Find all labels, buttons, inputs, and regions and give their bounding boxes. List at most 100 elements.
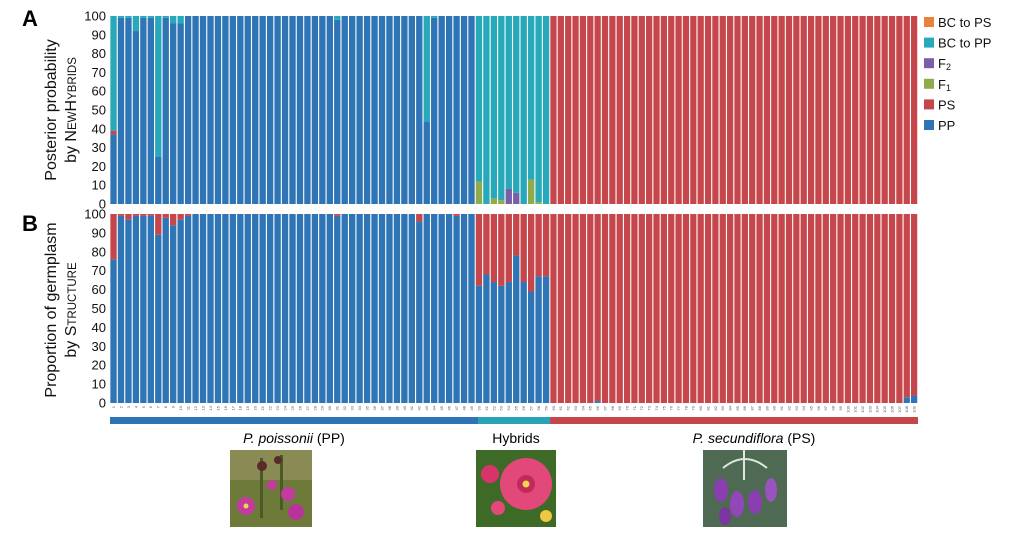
bar-segment [475, 181, 483, 204]
bar-segment [623, 214, 631, 403]
x-tick-label: 26 [297, 405, 302, 410]
y-tick-label: 80 [92, 46, 106, 61]
bar-segment [815, 16, 822, 204]
x-tick-label: 91 [779, 405, 784, 410]
bar-segment [763, 214, 771, 403]
bar-segment [423, 214, 430, 403]
bar-segment [199, 16, 207, 204]
bar-segment [408, 214, 416, 403]
bar-segment [653, 16, 660, 204]
x-tick-label: 70 [624, 405, 629, 410]
bar-segment [304, 16, 311, 204]
bar-segment [734, 16, 741, 204]
x-tick-label: 82 [713, 405, 718, 410]
bar-segment [785, 214, 793, 403]
bar-segment [542, 276, 550, 403]
bar-segment [490, 282, 498, 403]
x-tick-label: 40 [402, 405, 407, 410]
bar-segment [334, 16, 341, 20]
bar-segment [631, 214, 638, 403]
bar-segment [311, 16, 319, 204]
y-tick-label: 80 [92, 244, 106, 259]
bar-segment [527, 214, 535, 292]
bar-segment [266, 214, 274, 403]
bar-segment [579, 214, 587, 403]
bar-segment [756, 16, 763, 204]
bar-segment [162, 217, 169, 403]
bar-segment [460, 214, 468, 403]
bar-segment [800, 214, 807, 403]
bar-segment [140, 214, 147, 216]
bar-segment [572, 214, 579, 403]
panel-label-a: A [22, 6, 38, 31]
legend-swatch [924, 120, 934, 130]
bar-segment [527, 179, 535, 204]
x-tick-label: 27 [305, 405, 310, 410]
bar-segment [386, 16, 393, 204]
x-tick-label: 8 [163, 405, 168, 408]
panel-label-b: B [22, 211, 38, 236]
bar-segment [859, 16, 866, 204]
bar-segment [155, 214, 162, 235]
bar-segment [393, 16, 401, 204]
bar-segment [162, 16, 169, 18]
bar-segment [542, 214, 550, 277]
bar-segment [184, 16, 192, 204]
bar-segment [660, 16, 668, 204]
bar-segment [117, 214, 125, 216]
y-ticks-b: 0 10 20 30 40 50 60 70 80 90 100 [84, 207, 106, 411]
legend-swatch [924, 58, 934, 69]
x-tick-label: 3 [126, 405, 131, 408]
bar-segment [505, 188, 512, 204]
bar-segment [311, 214, 319, 403]
y-tick-label: 60 [92, 84, 106, 99]
bar-segment [903, 16, 910, 204]
x-tick-label: 74 [654, 405, 659, 410]
bar-segment [837, 214, 844, 403]
bar-segment [184, 214, 192, 216]
bar-segment [837, 16, 844, 204]
bar-segment [266, 16, 274, 204]
bar-segment [222, 16, 229, 204]
pink-flower-photo [230, 450, 312, 527]
bar-segment [296, 16, 304, 204]
x-tick-label: 78 [683, 405, 688, 410]
x-tick-label: 71 [632, 405, 637, 410]
x-tick-label: 58 [536, 405, 541, 410]
bar-segment [304, 214, 311, 403]
bar-segment [416, 214, 423, 222]
bar-segment [252, 16, 259, 204]
y-tick-label: 90 [92, 27, 106, 42]
bar-segment [550, 214, 557, 403]
x-tick-label: 37 [379, 405, 384, 410]
bar-segment [704, 16, 712, 204]
bar-segment [110, 16, 117, 131]
bar-segment [874, 214, 881, 403]
x-tick-label: 60 [551, 405, 556, 410]
bar-segment [741, 16, 748, 204]
bar-segment [155, 157, 162, 204]
y-tick-label: 0 [99, 197, 106, 212]
x-tick-label: 52 [491, 405, 496, 410]
x-tick-label: 24 [282, 405, 287, 410]
x-tick-label: 83 [720, 405, 725, 410]
x-tick-label: 93 [794, 405, 799, 410]
bar-segment [147, 16, 154, 18]
bar-segment [910, 395, 918, 403]
bar-segment [453, 215, 460, 403]
bar-segment [334, 215, 341, 403]
x-tick-label: 72 [639, 405, 644, 410]
bar-segment [874, 16, 881, 204]
bar-segment [296, 214, 304, 403]
bar-segment [229, 16, 237, 204]
bar-segment [416, 16, 423, 204]
x-tick-label: 102 [860, 405, 865, 412]
bar-segment [125, 16, 132, 18]
bar-segment [557, 214, 564, 403]
group-label-pp: P. poissonii (PP) [243, 430, 345, 446]
bar-segment [110, 130, 117, 135]
bar-segment [363, 16, 371, 204]
x-tick-label: 66 [595, 405, 600, 410]
x-tick-label: 75 [661, 405, 666, 410]
x-tick-label: 109 [912, 405, 917, 412]
